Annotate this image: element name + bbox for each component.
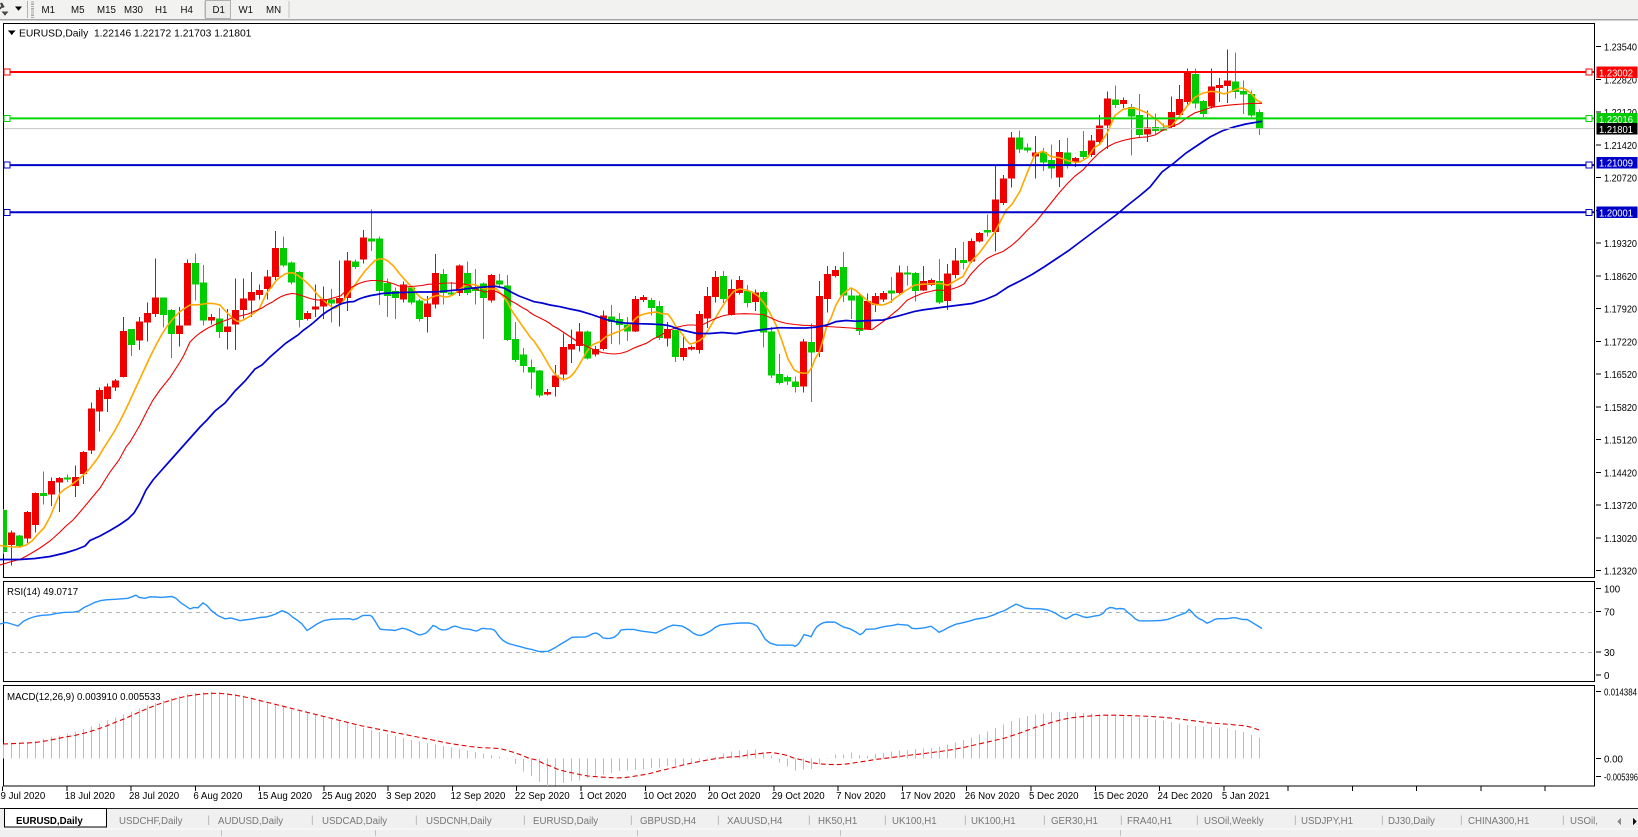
svg-text:|: | (1381, 815, 1384, 826)
svg-text:17 Nov 2020: 17 Nov 2020 (900, 791, 956, 802)
svg-text:28 Jul 2020: 28 Jul 2020 (129, 791, 180, 802)
svg-text:1.23540: 1.23540 (1604, 43, 1638, 54)
svg-text:|: | (208, 815, 211, 826)
svg-text:30: 30 (1604, 648, 1615, 659)
svg-text:M15: M15 (97, 5, 116, 16)
svg-text:1.22820: 1.22820 (1604, 75, 1638, 86)
svg-text:7 Nov 2020: 7 Nov 2020 (836, 791, 886, 802)
svg-text:|: | (1043, 815, 1046, 826)
svg-text:25 Aug 2020: 25 Aug 2020 (322, 791, 377, 802)
svg-text:26 Nov 2020: 26 Nov 2020 (965, 791, 1021, 802)
svg-text:|: | (1120, 815, 1123, 826)
svg-text:1.13020: 1.13020 (1604, 534, 1638, 545)
svg-text:DJ30,Daily: DJ30,Daily (1388, 816, 1435, 827)
svg-text:|: | (1196, 815, 1199, 826)
svg-text:H1: H1 (155, 5, 167, 16)
svg-text:1.19320: 1.19320 (1604, 239, 1638, 250)
svg-text:5 Dec 2020: 5 Dec 2020 (1029, 791, 1079, 802)
svg-text:|: | (523, 815, 526, 826)
svg-text:70: 70 (1604, 608, 1615, 619)
svg-text:0.00: 0.00 (1604, 754, 1623, 765)
svg-text:UK100,H1: UK100,H1 (971, 816, 1016, 827)
svg-text:RSI(14) 49.0717: RSI(14) 49.0717 (7, 587, 78, 598)
svg-text:0.014384: 0.014384 (1604, 688, 1637, 699)
svg-text:FRA40,H1: FRA40,H1 (1127, 816, 1172, 827)
svg-text:EURUSD,Daily: EURUSD,Daily (16, 816, 83, 827)
svg-text:6 Aug 2020: 6 Aug 2020 (193, 791, 243, 802)
svg-text:|: | (1294, 815, 1297, 826)
svg-text:1.22016: 1.22016 (1599, 115, 1633, 126)
svg-text:|: | (415, 815, 418, 826)
svg-text:H4: H4 (181, 5, 194, 16)
svg-text:3 Sep 2020: 3 Sep 2020 (386, 791, 436, 802)
svg-text:M5: M5 (71, 5, 84, 16)
svg-text:M30: M30 (124, 5, 143, 16)
svg-text:-0.005396: -0.005396 (1604, 773, 1638, 784)
svg-text:USDJPY,H1: USDJPY,H1 (1301, 816, 1353, 827)
svg-text:UK100,H1: UK100,H1 (892, 816, 937, 827)
svg-text:MN: MN (266, 5, 281, 16)
svg-text:M1: M1 (42, 5, 55, 16)
svg-text:1.20001: 1.20001 (1599, 209, 1633, 220)
svg-text:22 Sep 2020: 22 Sep 2020 (515, 791, 571, 802)
svg-text:1.21801: 1.21801 (1599, 125, 1633, 136)
svg-text:MACD(12,26,9) 0.003910 0.00553: MACD(12,26,9) 0.003910 0.005533 (7, 692, 161, 703)
svg-text:1.18620: 1.18620 (1604, 272, 1638, 283)
svg-text:|: | (1562, 815, 1565, 826)
svg-text:1.16520: 1.16520 (1604, 370, 1638, 381)
svg-text:1.14420: 1.14420 (1604, 468, 1638, 479)
svg-text:GER30,H1: GER30,H1 (1051, 816, 1098, 827)
svg-text:AUDUSD,Daily: AUDUSD,Daily (218, 816, 283, 827)
svg-text:24 Dec 2020: 24 Dec 2020 (1158, 791, 1214, 802)
svg-text:1.21009: 1.21009 (1599, 159, 1633, 170)
svg-text:D1: D1 (213, 5, 225, 16)
svg-text:0: 0 (1604, 671, 1610, 682)
svg-text:1.20720: 1.20720 (1604, 174, 1638, 185)
svg-text:20 Oct 2020: 20 Oct 2020 (708, 791, 761, 802)
svg-text:|: | (884, 815, 887, 826)
svg-text:|: | (311, 815, 314, 826)
svg-text:|: | (808, 815, 811, 826)
svg-text:EURUSD,Daily 1.22146 1.22172: EURUSD,Daily 1.22146 1.22172 1.21703 1.2… (19, 29, 252, 40)
svg-text:1.21420: 1.21420 (1604, 141, 1638, 152)
svg-text:12 Sep 2020: 12 Sep 2020 (450, 791, 506, 802)
svg-text:|: | (964, 815, 967, 826)
svg-text:EURUSD,Daily: EURUSD,Daily (533, 816, 598, 827)
svg-text:USDCAD,Daily: USDCAD,Daily (322, 816, 387, 827)
svg-text:15 Aug 2020: 15 Aug 2020 (258, 791, 313, 802)
svg-text:USOil,: USOil, (1570, 816, 1598, 827)
svg-text:29 Oct 2020: 29 Oct 2020 (772, 791, 825, 802)
svg-text:15 Dec 2020: 15 Dec 2020 (1093, 791, 1149, 802)
svg-text:CHINA300,H1: CHINA300,H1 (1468, 816, 1529, 827)
svg-text:W1: W1 (239, 5, 254, 16)
svg-text:|: | (1460, 815, 1463, 826)
svg-text:10 Oct 2020: 10 Oct 2020 (643, 791, 696, 802)
svg-text:1.17220: 1.17220 (1604, 337, 1638, 348)
svg-text:USDCHF,Daily: USDCHF,Daily (119, 816, 183, 827)
svg-text:1.17920: 1.17920 (1604, 305, 1638, 316)
svg-text:1.15120: 1.15120 (1604, 436, 1638, 447)
svg-text:USDCNH,Daily: USDCNH,Daily (426, 816, 492, 827)
svg-text:|: | (630, 815, 633, 826)
svg-text:XAUUSD,H4: XAUUSD,H4 (727, 816, 783, 827)
svg-text:1.12320: 1.12320 (1604, 567, 1638, 578)
svg-text:18 Jul 2020: 18 Jul 2020 (65, 791, 116, 802)
svg-text:USOil,Weekly: USOil,Weekly (1204, 816, 1264, 827)
svg-text:HK50,H1: HK50,H1 (818, 816, 857, 827)
svg-text:1 Oct 2020: 1 Oct 2020 (579, 791, 627, 802)
svg-text:1.15820: 1.15820 (1604, 403, 1638, 414)
svg-text:5 Jan 2021: 5 Jan 2021 (1222, 791, 1270, 802)
svg-text:GBPUSD,H4: GBPUSD,H4 (640, 816, 697, 827)
svg-text:1.23002: 1.23002 (1599, 68, 1633, 79)
svg-text:1.13720: 1.13720 (1604, 501, 1638, 512)
svg-text:9 Jul 2020: 9 Jul 2020 (1, 791, 46, 802)
svg-text:100: 100 (1604, 585, 1621, 596)
svg-text:|: | (717, 815, 720, 826)
